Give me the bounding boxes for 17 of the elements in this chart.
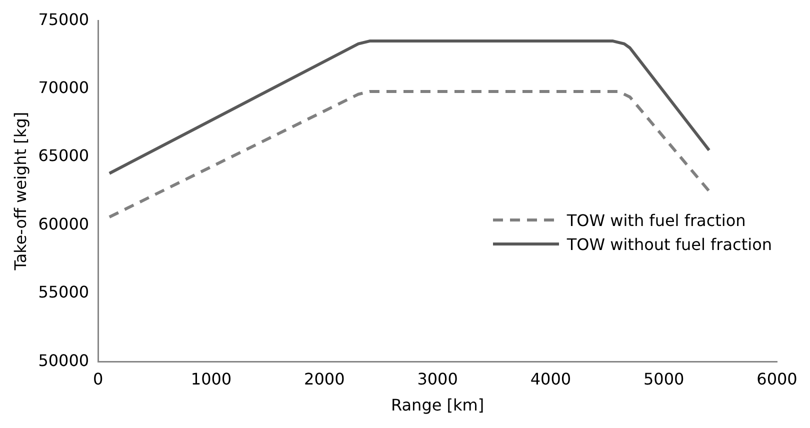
x-axis-title: Range [km] xyxy=(390,396,484,415)
x-tick-label: 6000 xyxy=(756,369,798,388)
legend-label: TOW with fuel fraction xyxy=(566,210,746,230)
y-tick-label: 60000 xyxy=(38,214,90,234)
y-tick-label: 55000 xyxy=(38,282,90,302)
x-tick-label: 3000 xyxy=(417,369,458,388)
y-tick-label: 70000 xyxy=(38,78,90,97)
y-tick-label: 65000 xyxy=(38,146,90,166)
y-tick-label: 75000 xyxy=(38,10,90,29)
x-tick-label: 5000 xyxy=(643,369,684,388)
y-tick-label: 50000 xyxy=(38,350,90,370)
x-tick-label: 4000 xyxy=(530,369,572,388)
y-axis-title: Take-off weight [kg] xyxy=(10,112,30,272)
legend-label: TOW without fuel fraction xyxy=(566,234,772,254)
x-tick-label: 1000 xyxy=(190,369,232,388)
x-tick-label: 0 xyxy=(93,369,104,388)
x-tick-label: 2000 xyxy=(304,369,345,388)
